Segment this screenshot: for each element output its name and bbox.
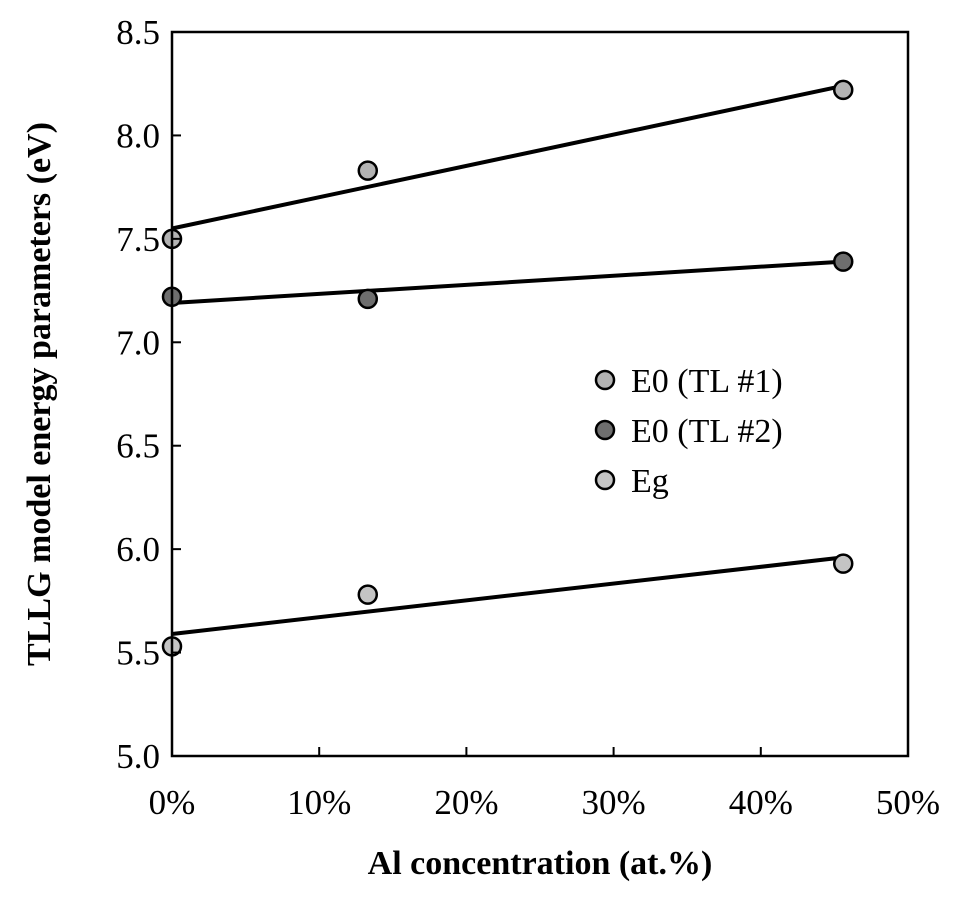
y-tick-label: 7.0: [116, 323, 160, 362]
legend-label-2: E0 (TL #2): [631, 413, 783, 450]
y-tick-label: 8.0: [116, 116, 160, 155]
y-tick-label: 5.0: [116, 737, 160, 776]
x-axis-title: Al concentration (at.%): [368, 845, 713, 882]
trendline-series-3: [171, 555, 844, 636]
axes: 5.0 5.5 6.0 6.5 7.0 7.5 8.0 8.5 0% 10% 20% 30% 40% 50…: [116, 13, 940, 822]
trendline-series-2: [171, 259, 844, 305]
legend: E0 (TL #1) E0 (TL #2) Eg: [594, 363, 783, 500]
y-tick-label: 6.5: [116, 427, 160, 466]
y-tick-label: 5.5: [116, 634, 160, 673]
x-tick-label: 50%: [876, 783, 940, 822]
legend-marker-2: [594, 419, 616, 441]
x-tick-label: 40%: [729, 783, 793, 822]
legend-label-1: E0 (TL #1): [631, 363, 783, 400]
legend-marker-1: [594, 369, 616, 391]
y-axis-title: TLLG model energy parameters (eV): [21, 122, 58, 666]
data-point-series-2: [357, 288, 379, 310]
x-tick-label: 30%: [582, 783, 646, 822]
data-point-series-3: [357, 584, 379, 605]
x-tick-label: 0%: [149, 783, 196, 822]
plot-area: [161, 79, 854, 657]
legend-label-3: Eg: [631, 463, 669, 500]
y-tick-label: 6.0: [116, 530, 160, 569]
trendline-series-1: [171, 83, 844, 231]
y-tick-label: 8.5: [116, 13, 160, 52]
data-point-series-2: [832, 251, 854, 272]
x-tick-label: 20%: [434, 783, 498, 822]
y-tick-label: 7.5: [116, 220, 160, 259]
legend-marker-3: [594, 469, 616, 491]
data-point-series-1: [832, 79, 854, 101]
plot-frame: [170, 30, 910, 758]
data-point-series-3: [832, 553, 854, 574]
x-tick-label: 10%: [287, 783, 351, 822]
data-point-series-1: [357, 160, 379, 181]
